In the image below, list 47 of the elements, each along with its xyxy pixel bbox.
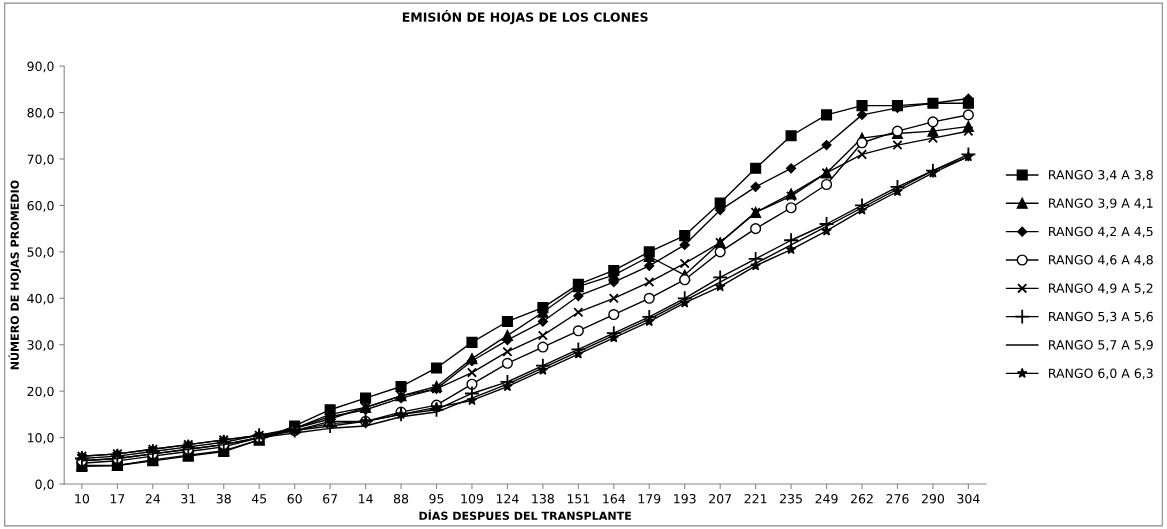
x-tick-label: 262 — [851, 493, 873, 504]
chart-title: EMISIÓN DE HOJAS DE LOS CLONES — [402, 10, 648, 25]
x-tick-label: 124 — [496, 493, 519, 504]
y-tick-label: 10,0 — [28, 433, 54, 444]
x-tick-label: 249 — [815, 493, 838, 504]
legend-label: RANGO 4,9 A 5,2 — [1049, 283, 1153, 295]
x-tick-label: 290 — [921, 493, 945, 504]
x-tick-label: 88 — [393, 493, 409, 504]
x-tick-label: 10 — [75, 493, 90, 504]
x-tick-label: 45 — [251, 494, 267, 504]
legend-label: RANGO 4,6 A 4,8 — [1049, 255, 1153, 266]
y-axis-title: NÚMERO DE HOJAS PROMEDIO — [8, 180, 21, 370]
y-tick-label: 90,0 — [27, 61, 54, 73]
y-tick-label: 0,0 — [35, 479, 54, 491]
y-tick-label: 70,0 — [27, 154, 54, 166]
legend-label: RANGO 3,9 A 4,1 — [1049, 198, 1153, 210]
x-tick-label: 304 — [957, 493, 980, 504]
x-tick-label: 31 — [181, 493, 196, 504]
x-tick-label: 14 — [359, 494, 373, 504]
x-tick-label: 95 — [429, 493, 444, 504]
legend-label: RANGO 6,0 A 6,3 — [1049, 368, 1153, 380]
x-tick-label: 221 — [744, 493, 767, 504]
y-tick-label: 30,0 — [27, 340, 54, 351]
y-tick-label: 80,0 — [27, 108, 54, 119]
legend-label: RANGO 5,7 A 5,9 — [1049, 340, 1153, 351]
legend-label: RANGO 4,2 A 4,5 — [1049, 226, 1153, 238]
legend-label: RANGO 3,4 A 3,8 — [1049, 170, 1153, 181]
y-tick-label: 40,0 — [27, 293, 54, 305]
x-tick-label: 109 — [461, 493, 484, 504]
x-tick-label: 207 — [709, 493, 732, 504]
x-tick-label: 235 — [780, 493, 802, 504]
y-tick-label: 50,0 — [27, 247, 54, 259]
x-tick-label: 24 — [145, 493, 161, 504]
x-tick-label: 67 — [323, 493, 338, 504]
x-tick-label: 151 — [567, 494, 590, 504]
x-tick-label: 193 — [674, 493, 696, 504]
x-tick-label: 179 — [638, 493, 661, 504]
y-tick-label: 60,0 — [27, 200, 54, 212]
x-tick-label: 17 — [110, 494, 125, 504]
x-tick-label: 60 — [287, 493, 302, 504]
x-tick-label: 164 — [603, 493, 626, 504]
legend-label: RANGO 5,3 A 5,6 — [1049, 311, 1153, 323]
x-tick-label: 276 — [886, 493, 909, 504]
y-tick-label: 20,0 — [27, 386, 54, 398]
x-tick-label: 38 — [216, 493, 231, 504]
x-tick-label: 138 — [532, 493, 554, 504]
x-axis-title: DÍAS DESPUES DEL TRANSPLANTE — [419, 509, 632, 521]
